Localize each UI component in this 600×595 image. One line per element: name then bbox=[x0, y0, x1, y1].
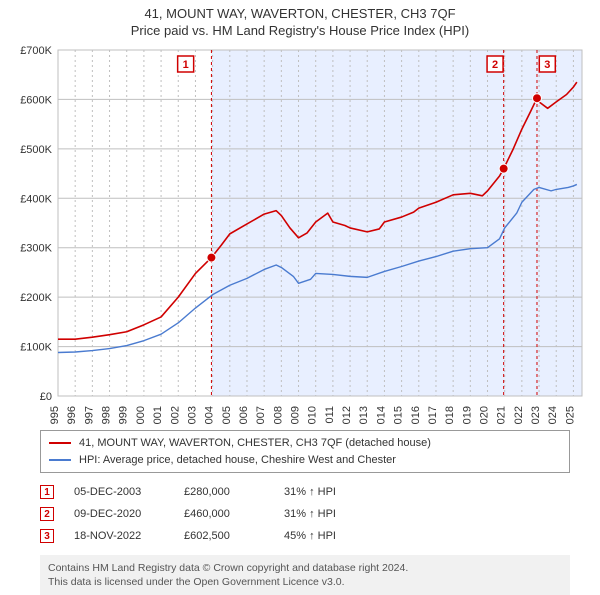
event-date: 18-NOV-2022 bbox=[74, 530, 164, 542]
legend-label: HPI: Average price, detached house, Ches… bbox=[79, 452, 396, 469]
footer-line-1: Contains HM Land Registry data © Crown c… bbox=[48, 561, 562, 575]
x-tick-label: 2025 bbox=[564, 406, 576, 424]
x-tick-label: 2013 bbox=[358, 406, 370, 424]
x-tick-label: 2024 bbox=[547, 406, 559, 424]
event-vs-hpi: 31% ↑ HPI bbox=[284, 508, 336, 520]
x-tick-label: 2008 bbox=[272, 406, 284, 424]
y-tick-label: £700K bbox=[20, 45, 52, 57]
x-tick-label: 1997 bbox=[83, 406, 95, 424]
x-tick-label: 1998 bbox=[101, 406, 113, 424]
marker-label-text: 2 bbox=[492, 59, 498, 71]
x-tick-label: 2018 bbox=[444, 406, 456, 424]
marker-dot bbox=[207, 253, 216, 262]
marker-dot bbox=[499, 164, 508, 173]
x-tick-label: 2003 bbox=[186, 406, 198, 424]
x-tick-label: 2012 bbox=[341, 406, 353, 424]
event-vs-hpi: 45% ↑ HPI bbox=[284, 530, 336, 542]
event-price: £602,500 bbox=[184, 530, 264, 542]
chart-title-sub: Price paid vs. HM Land Registry's House … bbox=[10, 21, 590, 38]
x-tick-label: 1995 bbox=[49, 406, 61, 424]
x-tick-label: 2023 bbox=[530, 406, 542, 424]
event-date: 05-DEC-2003 bbox=[74, 486, 164, 498]
x-tick-label: 2006 bbox=[238, 406, 250, 424]
y-tick-label: £100K bbox=[20, 342, 52, 354]
chart-title-block: 41, MOUNT WAY, WAVERTON, CHESTER, CH3 7Q… bbox=[0, 0, 600, 40]
marker-label-text: 1 bbox=[183, 59, 189, 71]
legend-row: HPI: Average price, detached house, Ches… bbox=[49, 452, 561, 469]
legend: 41, MOUNT WAY, WAVERTON, CHESTER, CH3 7Q… bbox=[40, 430, 570, 473]
marker-label-text: 3 bbox=[544, 59, 550, 71]
x-tick-label: 2004 bbox=[204, 406, 216, 424]
x-tick-label: 2009 bbox=[290, 406, 302, 424]
event-date: 09-DEC-2020 bbox=[74, 508, 164, 520]
x-tick-label: 2001 bbox=[152, 406, 164, 424]
x-tick-label: 2002 bbox=[169, 406, 181, 424]
legend-row: 41, MOUNT WAY, WAVERTON, CHESTER, CH3 7Q… bbox=[49, 435, 561, 452]
chart-area: £0 £100K £200K £300K £400K £500K £600K £700K 199… bbox=[10, 44, 590, 424]
legend-label: 41, MOUNT WAY, WAVERTON, CHESTER, CH3 7Q… bbox=[79, 435, 431, 452]
line-chart-svg: £0 £100K £200K £300K £400K £500K £600K £700K 199… bbox=[10, 44, 590, 424]
chart-shade bbox=[211, 50, 582, 396]
y-tick-label: £300K bbox=[20, 243, 52, 255]
x-tick-label: 2015 bbox=[393, 406, 405, 424]
event-row: 2 09-DEC-2020 £460,000 31% ↑ HPI bbox=[40, 503, 570, 525]
x-tick-label: 2000 bbox=[135, 406, 147, 424]
x-tick-label: 2021 bbox=[496, 406, 508, 424]
x-tick-label: 2007 bbox=[255, 406, 267, 424]
page-root: 41, MOUNT WAY, WAVERTON, CHESTER, CH3 7Q… bbox=[0, 0, 600, 590]
legend-swatch bbox=[49, 459, 71, 461]
event-marker-number: 2 bbox=[40, 507, 54, 521]
event-vs-hpi: 31% ↑ HPI bbox=[284, 486, 336, 498]
event-price: £460,000 bbox=[184, 508, 264, 520]
event-price: £280,000 bbox=[184, 486, 264, 498]
y-tick-label: £600K bbox=[20, 94, 52, 106]
y-tick-label: £200K bbox=[20, 292, 52, 304]
event-row: 3 18-NOV-2022 £602,500 45% ↑ HPI bbox=[40, 525, 570, 547]
x-tick-label: 2019 bbox=[461, 406, 473, 424]
event-marker-number: 1 bbox=[40, 485, 54, 499]
y-tick-label: £500K bbox=[20, 144, 52, 156]
x-tick-label: 1999 bbox=[118, 406, 130, 424]
x-tick-label: 2016 bbox=[410, 406, 422, 424]
marker-dot bbox=[532, 94, 541, 103]
y-tick-label: £400K bbox=[20, 193, 52, 205]
legend-swatch bbox=[49, 442, 71, 444]
x-tick-label: 2022 bbox=[513, 406, 525, 424]
chart-title-address: 41, MOUNT WAY, WAVERTON, CHESTER, CH3 7Q… bbox=[10, 6, 590, 21]
y-tick-label: £0 bbox=[40, 391, 52, 403]
events-table: 1 05-DEC-2003 £280,000 31% ↑ HPI 2 09-DEC-202… bbox=[40, 481, 570, 547]
x-tick-label: 2010 bbox=[307, 406, 319, 424]
footer-line-2: This data is licensed under the Open Gov… bbox=[48, 575, 562, 589]
x-tick-label: 2020 bbox=[479, 406, 491, 424]
x-tick-label: 2005 bbox=[221, 406, 233, 424]
x-tick-label: 2011 bbox=[324, 406, 336, 424]
x-tick-label: 2014 bbox=[375, 406, 387, 424]
event-marker-number: 3 bbox=[40, 529, 54, 543]
x-tick-label: 2017 bbox=[427, 406, 439, 424]
x-tick-label: 1996 bbox=[66, 406, 78, 424]
footer-attribution: Contains HM Land Registry data © Crown c… bbox=[40, 555, 570, 595]
event-row: 1 05-DEC-2003 £280,000 31% ↑ HPI bbox=[40, 481, 570, 503]
